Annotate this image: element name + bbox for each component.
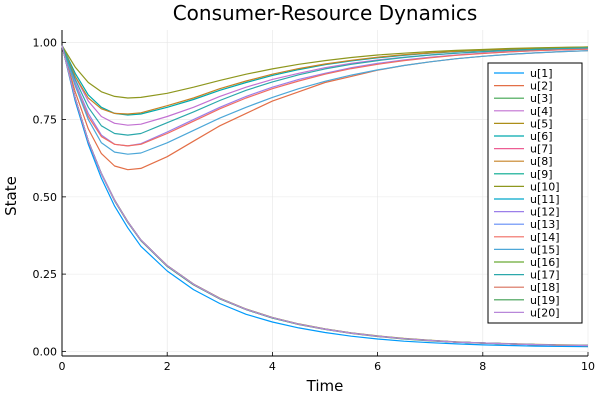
legend-label: u[17] bbox=[530, 269, 560, 282]
series-line-1 bbox=[61, 45, 589, 348]
legend-label: u[16] bbox=[530, 256, 560, 269]
series-line-17 bbox=[61, 45, 589, 136]
series-line-14 bbox=[61, 45, 589, 147]
series-line-8 bbox=[61, 45, 589, 115]
series-group bbox=[61, 45, 589, 348]
legend-label: u[12] bbox=[530, 206, 560, 219]
legend-label: u[18] bbox=[530, 281, 560, 294]
legend-label: u[15] bbox=[530, 243, 560, 256]
x-tick-label: 0 bbox=[59, 360, 66, 373]
legend-box bbox=[487, 62, 583, 324]
legend-label: u[2] bbox=[530, 80, 553, 93]
legend-label: u[6] bbox=[530, 130, 553, 143]
legend-label: u[14] bbox=[530, 231, 560, 244]
series-line-10 bbox=[61, 45, 589, 99]
legend: u[1]u[2]u[3]u[4]u[5]u[6]u[7]u[8]u[9]u[10… bbox=[487, 62, 583, 324]
legend-label: u[4] bbox=[530, 105, 553, 118]
legend-label: u[9] bbox=[530, 168, 553, 181]
y-tick-label: 0.25 bbox=[33, 268, 58, 281]
series-line-20 bbox=[61, 45, 589, 347]
x-tick-label: 10 bbox=[581, 360, 595, 373]
legend-label: u[13] bbox=[530, 218, 560, 231]
y-tick-label: 1.00 bbox=[33, 36, 58, 49]
legend-label: u[3] bbox=[530, 92, 553, 105]
legend-label: u[10] bbox=[530, 180, 560, 193]
y-tick-label: 0.50 bbox=[33, 191, 58, 204]
axes: 0 2 4 6 8 10 0.00 0.25 0.50 0.75 1.00 bbox=[33, 30, 595, 373]
legend-label: u[11] bbox=[530, 193, 560, 206]
legend-label: u[8] bbox=[530, 155, 553, 168]
x-tick-label: 4 bbox=[269, 360, 276, 373]
legend-label: u[5] bbox=[530, 117, 553, 130]
legend-label: u[20] bbox=[530, 306, 560, 319]
chart-title: Consumer-Resource Dynamics bbox=[173, 1, 478, 25]
series-line-15 bbox=[61, 45, 589, 155]
x-tick-label: 2 bbox=[164, 360, 171, 373]
legend-label: u[7] bbox=[530, 143, 553, 156]
y-tick-label: 0.00 bbox=[33, 345, 58, 358]
x-tick-label: 8 bbox=[479, 360, 486, 373]
x-tick-label: 6 bbox=[374, 360, 381, 373]
legend-label: u[19] bbox=[530, 294, 560, 307]
legend-label: u[1] bbox=[530, 67, 553, 80]
y-tick-label: 0.75 bbox=[33, 114, 58, 127]
x-axis-label: Time bbox=[306, 377, 344, 395]
y-axis-label: State bbox=[2, 176, 20, 216]
